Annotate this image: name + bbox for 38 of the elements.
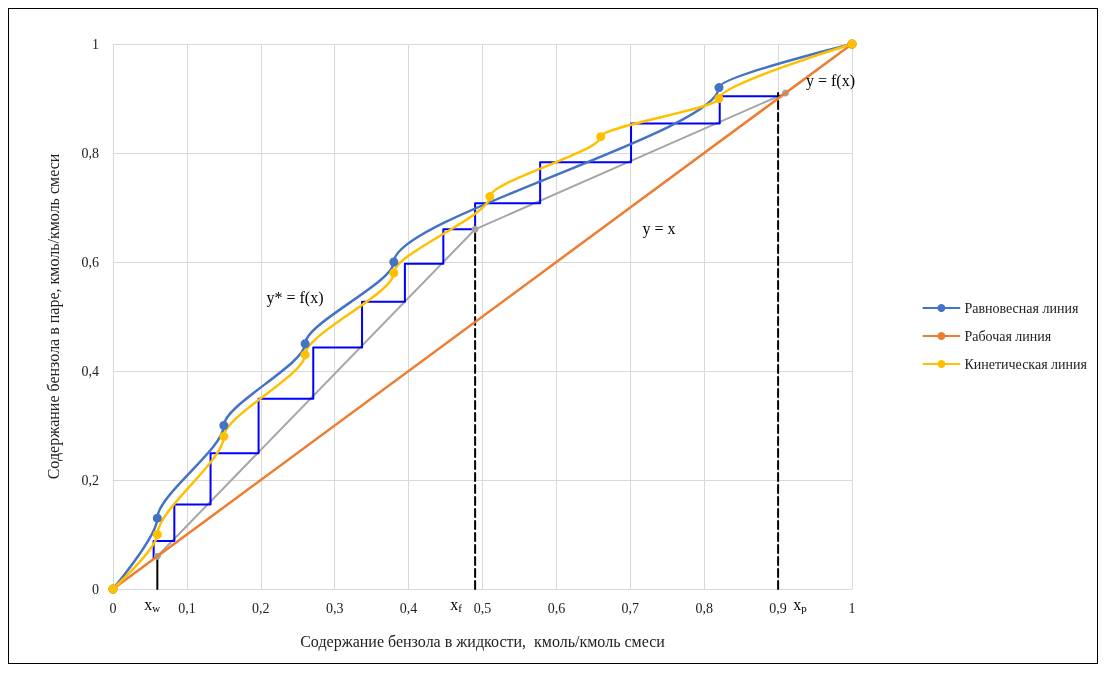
legend-label: Рабочая линия (964, 328, 1052, 344)
point (152, 530, 162, 539)
y-axis-title: Содержание бензола в паре, кмоль/кмоль смеси (44, 153, 63, 480)
x-tick-label: 0,9 (769, 600, 787, 616)
y-tick-label: 0,6 (81, 254, 99, 270)
point (152, 513, 162, 523)
x-tick-label: 0,7 (621, 600, 640, 616)
y-tick-label: 0 (92, 581, 99, 597)
y-tick-label: 1 (92, 36, 99, 52)
annotation: y = x (642, 219, 676, 238)
point (219, 421, 229, 430)
point (596, 132, 606, 142)
annotation: y* = f(x) (266, 288, 324, 307)
point (389, 257, 399, 267)
x-axis-title: Содержание бензола в жидкости, кмоль/кмоль смеси (300, 632, 666, 651)
point (714, 94, 724, 103)
legend-label: Равновесная линия (964, 300, 1079, 316)
y-tick-label: 0,4 (81, 363, 99, 379)
point (300, 339, 310, 349)
x-tick-label: 1 (848, 600, 856, 616)
x-tick-label: 0 (109, 600, 117, 616)
legend-label: Кинетическая линия (964, 356, 1088, 372)
annotation: y = f(x) (805, 71, 855, 90)
x-tick-label: 0,3 (325, 600, 344, 616)
x-tick-label: 0,4 (399, 600, 418, 616)
x-tick-label: 0,1 (178, 600, 196, 616)
y-tick-label: 0,2 (81, 472, 99, 488)
point (714, 83, 724, 93)
x-tick-label: 0,6 (547, 600, 566, 616)
point (485, 192, 495, 202)
point (389, 268, 399, 278)
point (219, 431, 229, 441)
point (471, 225, 479, 233)
x-tick-label: 0,8 (695, 600, 713, 616)
x-tick-label: 0,2 (252, 600, 270, 616)
y-tick-label: 0,8 (81, 145, 99, 161)
point (300, 350, 310, 360)
x-tick-label: 0,5 (473, 600, 492, 616)
